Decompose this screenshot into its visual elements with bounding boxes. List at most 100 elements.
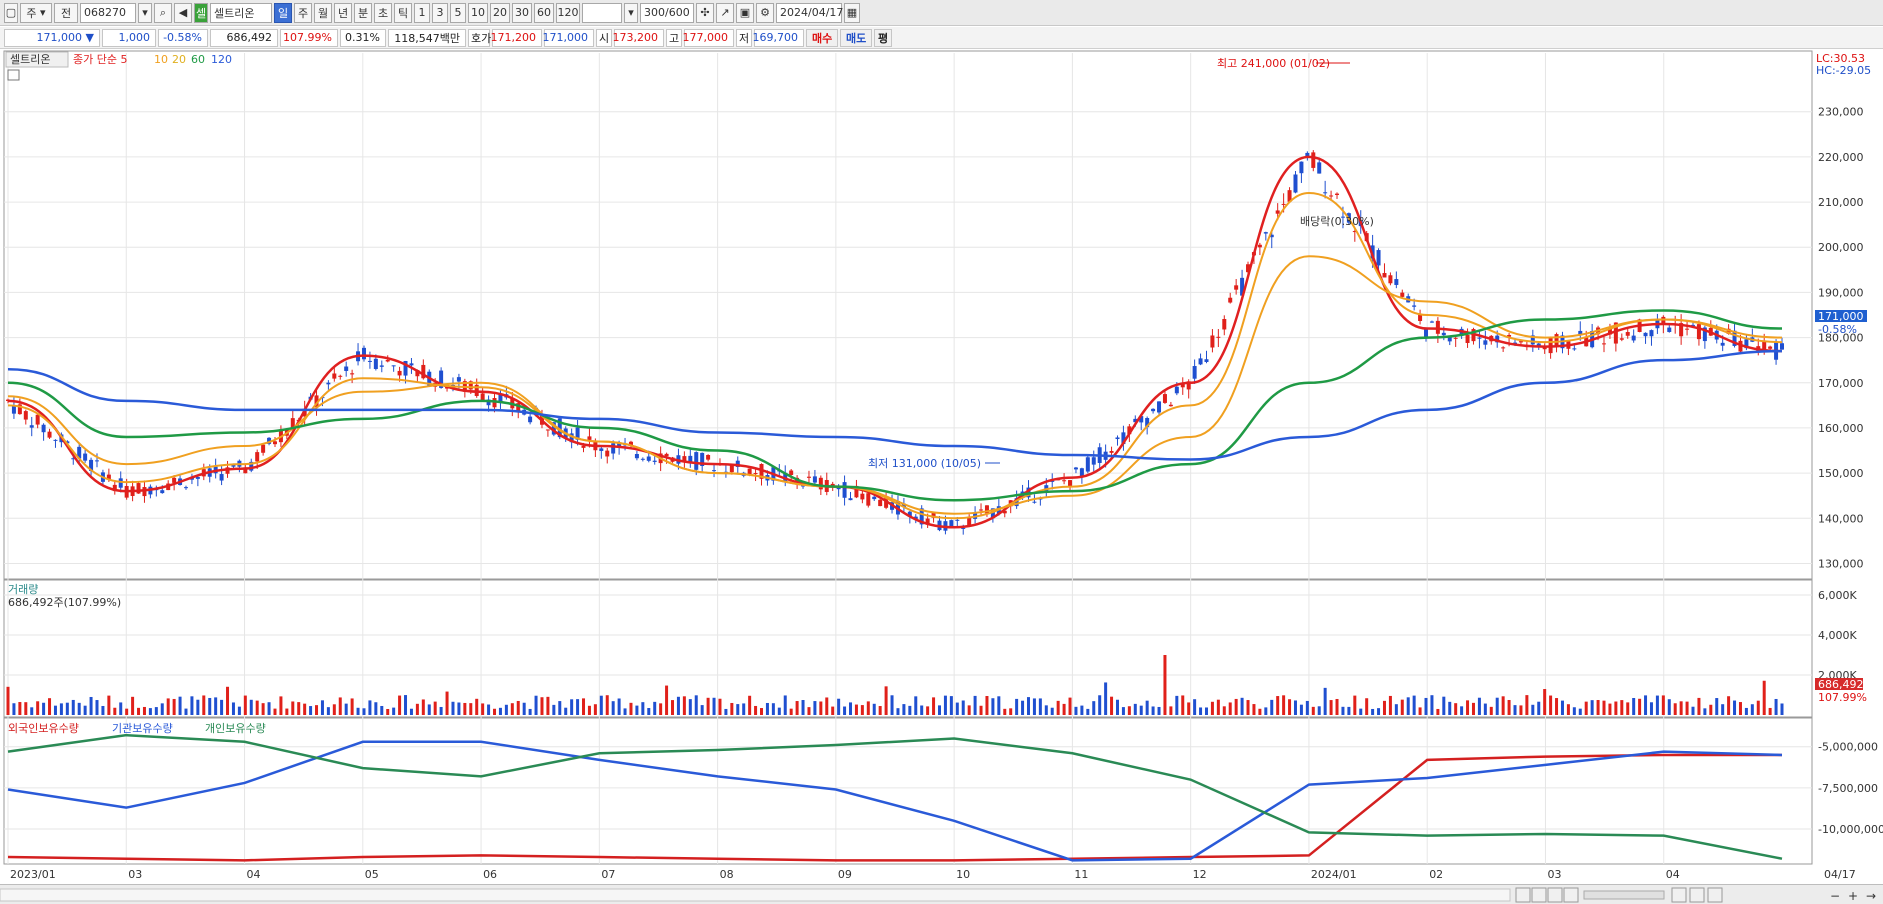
legend-ma5: 종가 단순 5 [73,53,127,66]
restore-icon[interactable] [1707,887,1723,903]
interval-dropdown-icon[interactable]: ▾ [624,2,638,23]
interval-5[interactable]: 5 [450,2,466,23]
volume-bar [1584,701,1588,715]
candle-body [1382,273,1387,278]
volume-bar [582,698,586,715]
window-icon[interactable]: ▢ [4,2,18,23]
arrow-right-icon[interactable]: → [1866,889,1876,903]
candle-body [575,427,580,440]
volume-bar [137,707,141,715]
x-tick-label: 09 [838,868,852,881]
trend-icon[interactable]: ↗ [716,2,734,23]
scroll-first-icon[interactable] [1531,887,1547,903]
candle-body [1275,210,1280,214]
evaluate-button[interactable]: 평 [874,28,892,47]
candle-body [35,414,40,425]
interval-10[interactable]: 10 [468,2,488,23]
candle-body [1696,324,1701,340]
volume-bar [1246,700,1250,715]
candle-body [290,418,295,430]
volume-bar [760,708,764,715]
interval-20[interactable]: 20 [490,2,510,23]
candle-body [1554,334,1559,346]
volume-bar [65,702,69,715]
volume-bar [36,701,40,715]
gear-icon[interactable]: ⚙ [756,2,774,23]
period-tick[interactable]: 틱 [394,2,412,23]
candle-body [136,483,141,494]
zoom-out-icon[interactable]: − [1830,889,1840,903]
code-input[interactable]: 068270 [80,2,136,23]
candle-body [836,487,841,490]
interval-120[interactable]: 120 [556,2,580,23]
candle-body [183,487,188,489]
interval-30[interactable]: 30 [512,2,532,23]
volume-bar [985,696,989,715]
candle-body [391,365,396,367]
candle-body [1222,318,1227,330]
buy-button[interactable]: 매수 [806,28,838,47]
price-tick-label: 220,000 [1818,151,1864,164]
period-second[interactable]: 초 [374,2,392,23]
volume-bar [95,700,99,715]
volume-bar [920,705,924,715]
market-dropdown[interactable]: 주 ▾ [20,2,52,23]
volume-bar [914,696,918,715]
interval-1[interactable]: 1 [414,2,430,23]
candle-body [1062,480,1067,482]
volume-bar [1768,707,1772,715]
chart-canvas[interactable]: 230,000 220,000 210,000 200,000 190,000 180,0… [0,49,1883,884]
candle-body [1162,394,1167,403]
exchange-button[interactable]: 전 [54,2,78,23]
search-icon[interactable]: ⌕ [154,2,172,23]
volume-bar [1175,695,1179,715]
period-day[interactable]: 일 [274,2,292,23]
volume-bar [641,702,645,715]
scroll-bar[interactable]: − + → [0,884,1883,904]
speaker-icon[interactable]: ◀ [174,2,192,23]
scroll-last-icon[interactable] [1563,887,1579,903]
panel-menu-icon[interactable] [7,69,20,81]
period-month[interactable]: 월 [314,2,332,23]
scroll-track[interactable] [0,888,1511,902]
crosshair-icon[interactable]: ✣ [696,2,714,23]
period-year[interactable]: 년 [334,2,352,23]
scroll-stop-icon[interactable] [1547,887,1563,903]
volume-bar [973,695,977,715]
volume-bar [1466,700,1470,715]
price-change: 1,000 [102,28,156,47]
save-icon[interactable]: ▣ [736,2,754,23]
interval-60[interactable]: 60 [534,2,554,23]
code-dropdown-icon[interactable]: ▾ [138,2,152,23]
period-minute[interactable]: 분 [354,2,372,23]
volume-bar [457,702,461,715]
price-tick-label: 150,000 [1818,467,1864,480]
volume-bar [1733,700,1737,715]
candle-body [243,467,248,474]
zoom-slider[interactable] [1583,890,1665,900]
stock-name-field[interactable]: 셀트리온 [210,2,272,23]
layout-icon[interactable] [1671,887,1687,903]
candle-body [1477,337,1482,339]
price-tick-label: 170,000 [1818,377,1864,390]
interval-3[interactable]: 3 [432,2,448,23]
count-input[interactable]: 300/600 [640,2,694,23]
chart-area[interactable]: 230,000 220,000 210,000 200,000 190,000 180,0… [0,49,1883,904]
copy-icon[interactable] [1689,887,1705,903]
scroll-play-icon[interactable] [1515,887,1531,903]
volume-bar [362,708,366,715]
candle-body [350,373,355,375]
candle-body [818,477,823,490]
custom-interval-input[interactable] [582,2,622,23]
candle-body [1269,234,1274,238]
scroll-controls[interactable]: − + → [0,885,1883,904]
volume-bar [1252,704,1256,715]
date-input[interactable]: 2024/04/17 [776,2,843,23]
volume-bar [730,702,734,715]
volume-bar [303,703,307,715]
sell-button[interactable]: 매도 [840,28,872,47]
calendar-icon[interactable]: ▦ [844,2,860,23]
volume-bar [297,702,301,715]
zoom-in-icon[interactable]: + [1848,889,1858,903]
period-week[interactable]: 주 [294,2,312,23]
